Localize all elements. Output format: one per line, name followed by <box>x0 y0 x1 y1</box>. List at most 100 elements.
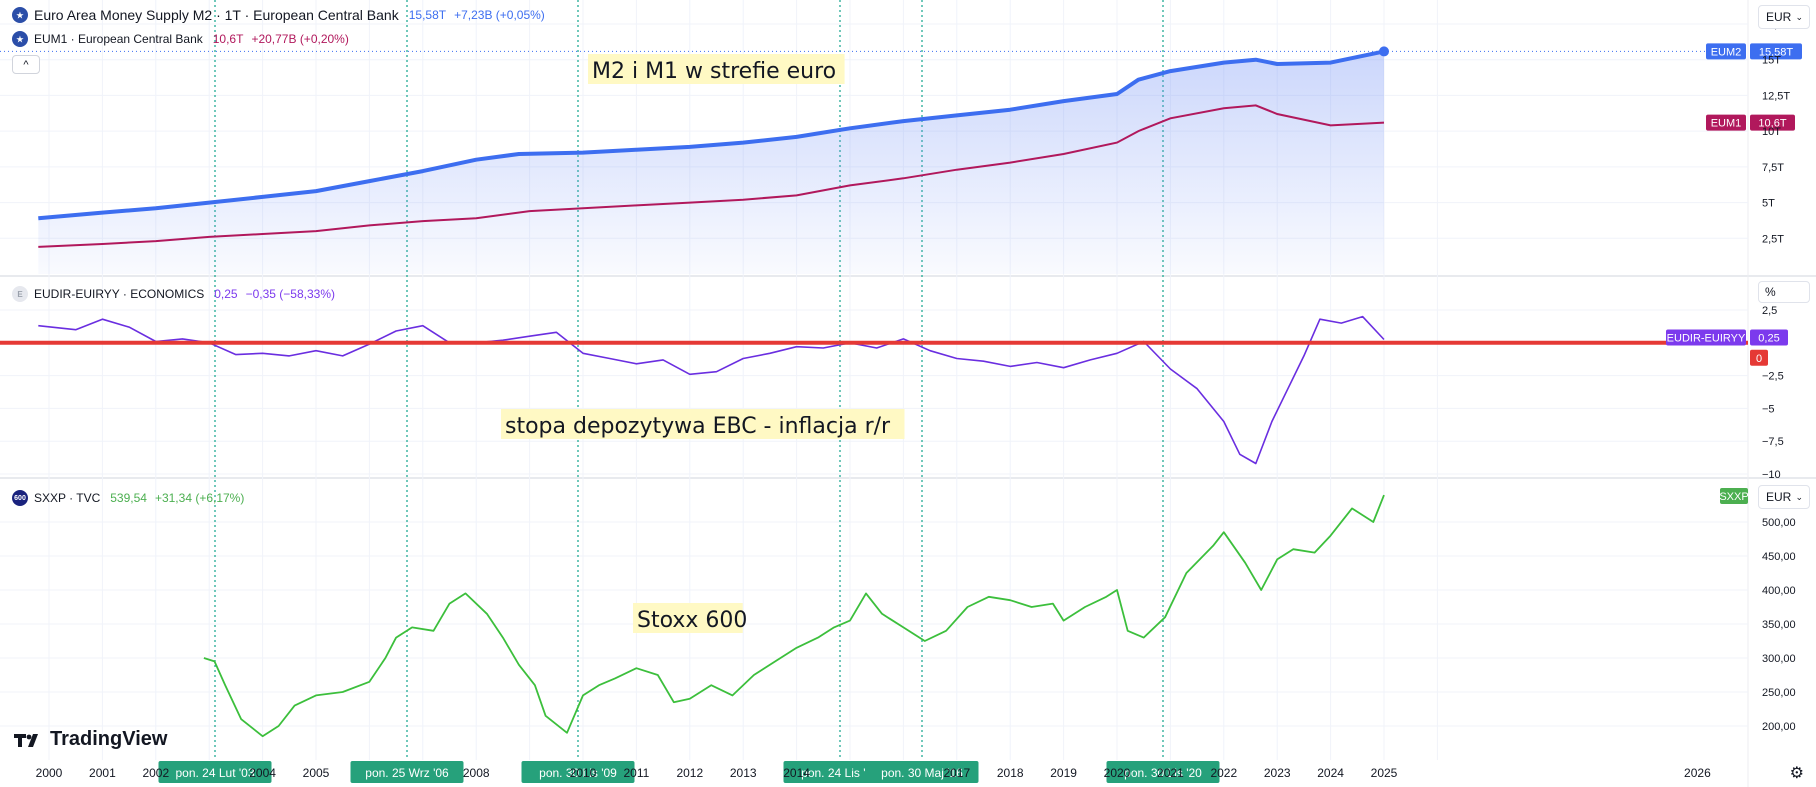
time-marker-badge[interactable] <box>521 761 635 783</box>
series-value-badge[interactable] <box>1750 349 1768 366</box>
price-tick-label: −10 <box>1762 469 1781 481</box>
price-tick-label: −7,5 <box>1762 436 1784 448</box>
time-marker-label: pon. 24 Lis '14 <box>801 766 879 780</box>
time-tick-label: 2023 <box>1264 766 1291 780</box>
time-tick-label: 2020 <box>1104 766 1131 780</box>
legend-m2-change: +7,23B (+0,05%) <box>454 8 545 22</box>
pane-rate-minus-inflation: EUDIR-EUIRYY 0,25 0 <box>0 315 1788 465</box>
price-tick-label: 200,00 <box>1762 721 1796 733</box>
series-value-text: 10,6T <box>1758 118 1786 130</box>
series-name-badge[interactable] <box>1720 488 1748 504</box>
time-marker-label: pon. 30 Maj '16 <box>881 766 963 780</box>
annotation-box[interactable] <box>501 409 905 439</box>
legend-eudir-change: −0,35 (−58,33%) <box>245 287 336 301</box>
annotation-text: stopa depozytywa EBC - inflacja r/r <box>505 414 891 439</box>
time-tick-label: 2024 <box>1317 766 1344 780</box>
annotation-box[interactable] <box>633 603 743 633</box>
legend-sxxp-title: SXXP · TVC <box>34 491 101 505</box>
series-value-badge[interactable] <box>1750 114 1795 131</box>
legend-m1-title: EUM1 · European Central Bank <box>34 32 203 46</box>
price-tick-label: 2,5 <box>1762 305 1777 317</box>
legend-eudir[interactable]: E EUDIR-EUIRYY · ECONOMICS 0,25 −0,35 (−… <box>12 286 335 302</box>
price-tick-label: −5 <box>1762 403 1775 415</box>
time-marker-badge[interactable] <box>158 761 272 783</box>
series-name-text: EUDIR-EUIRYY <box>1667 333 1746 345</box>
legend-m2[interactable]: ★ Euro Area Money Supply M2 · 1T · Europ… <box>12 7 545 23</box>
time-tick-label: 2022 <box>1210 766 1237 780</box>
series-value-text: 0,25 <box>1758 333 1779 345</box>
currency-label: EUR <box>1766 10 1792 24</box>
euro-flag-icon: ★ <box>12 31 28 47</box>
legend-m1[interactable]: ★ EUM1 · European Central Bank 10,6T +20… <box>12 31 349 47</box>
axes: 2000 2001 2002 2004 2005 2008 2010 2011 2012 2013… <box>36 19 1796 780</box>
series-name-badge[interactable] <box>1706 114 1746 131</box>
price-tick-label: 250,00 <box>1762 687 1796 699</box>
annotation-text: M2 i M1 w strefie euro <box>592 59 836 84</box>
sxxp-line <box>203 494 1385 738</box>
stoxx-logo-icon: 600 <box>12 490 28 506</box>
series-name-badge[interactable] <box>1666 329 1746 346</box>
time-marker-badge[interactable] <box>1106 761 1220 783</box>
currency-select-bottom[interactable]: EUR ⌄ <box>1758 485 1810 509</box>
legend-sxxp[interactable]: 600 SXXP · TVC 539,54 +31,34 (+6,17%) <box>12 490 244 506</box>
time-tick-label: 2021 <box>1157 766 1184 780</box>
legend-m1-value: 10,6T <box>212 32 244 46</box>
time-tick-label: 2013 <box>730 766 757 780</box>
legend-m2-value: 15,58T <box>408 8 447 22</box>
series-name-badge[interactable] <box>1706 43 1746 60</box>
pane-stoxx600: SXXP <box>203 488 1749 738</box>
time-marker-label: pon. 30 Lis '09 <box>539 766 617 780</box>
time-tick-label: 2012 <box>676 766 703 780</box>
legend-m2-title: Euro Area Money Supply M2 · 1T · Europea… <box>34 7 399 23</box>
m2-area <box>38 51 1384 275</box>
time-tick-label: 2019 <box>1050 766 1077 780</box>
series-value-badge[interactable] <box>1750 329 1788 346</box>
tradingview-logo[interactable]: TradingView <box>14 728 167 751</box>
unit-label: % <box>1765 285 1776 299</box>
time-tick-label: 2002 <box>142 766 169 780</box>
time-marker-badge[interactable] <box>865 761 979 783</box>
pane-money-supply: EUM2 15,58T EUM1 10,6T <box>0 43 1802 275</box>
time-marker-label: pon. 30 Lis '20 <box>1124 766 1202 780</box>
chevron-down-icon: ⌄ <box>1795 11 1803 22</box>
currency-select-top[interactable]: EUR ⌄ <box>1758 5 1810 29</box>
price-tick-label: 15T <box>1762 55 1781 67</box>
price-tick-label: 400,00 <box>1762 585 1796 597</box>
time-marker-badge[interactable] <box>350 761 464 783</box>
series-value-badge[interactable] <box>1750 43 1802 60</box>
currency-label: EUR <box>1766 490 1792 504</box>
time-marker-label: pon. 25 Wrz '06 <box>365 766 449 780</box>
time-tick-label: 2001 <box>89 766 116 780</box>
annotations: M2 i M1 w strefie euro stopa depozytywa E… <box>501 54 905 633</box>
time-tick-label: 2018 <box>997 766 1024 780</box>
chevron-up-icon: ^ <box>23 58 29 71</box>
series-name-text: SXXP <box>1719 491 1748 503</box>
price-tick-label: 500,00 <box>1762 517 1796 529</box>
legend-sxxp-value: 539,54 <box>110 491 147 505</box>
gear-icon[interactable]: ⚙ <box>1789 765 1804 782</box>
time-tick-label: 2026 <box>1684 766 1711 780</box>
legend-eudir-title: EUDIR-EUIRYY · ECONOMICS <box>34 287 205 301</box>
price-tick-label: 5T <box>1762 198 1775 210</box>
annotation-text: Stoxx 600 <box>637 608 747 633</box>
time-tick-label: 2010 <box>570 766 597 780</box>
time-tick-label: 2011 <box>623 766 649 780</box>
annotation-box[interactable] <box>588 54 845 84</box>
economics-icon: E <box>12 286 28 302</box>
series-value-text: 15,58T <box>1759 46 1794 58</box>
legend-sxxp-change: +31,34 (+6,17%) <box>154 491 245 505</box>
time-tick-label: 2004 <box>249 766 276 780</box>
legend-m1-change: +20,77B (+0,20%) <box>251 32 349 46</box>
time-tick-label: 2014 <box>783 766 810 780</box>
series-value-text: 0 <box>1756 353 1762 365</box>
price-tick-label: 450,00 <box>1762 551 1796 563</box>
tradingview-mark-icon <box>14 733 38 747</box>
price-tick-label: 10T <box>1762 126 1781 138</box>
m2-last-point <box>1379 46 1389 57</box>
legend-eudir-value: 0,25 <box>214 287 238 301</box>
legend-collapse-button[interactable]: ^ <box>12 55 40 74</box>
percent-scale-label[interactable]: % <box>1758 281 1810 303</box>
price-tick-label: 7,5T <box>1762 162 1784 174</box>
